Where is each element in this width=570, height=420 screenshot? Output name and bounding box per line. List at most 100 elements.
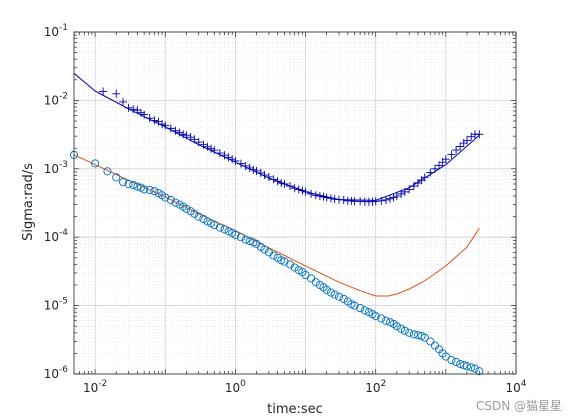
data-point-plus [224, 153, 233, 162]
series-line-2 [73, 154, 480, 297]
data-point-plus [249, 165, 258, 174]
data-point-plus [405, 185, 414, 194]
data-point-plus [245, 163, 254, 172]
y-axis-label: Sigma:rad/s [21, 163, 36, 241]
data-point-circle [385, 318, 395, 327]
y-tick-label: 10-2 [44, 91, 68, 107]
data-point-plus [269, 175, 278, 184]
data-point-plus [475, 130, 484, 139]
data-point-circle [161, 193, 170, 202]
data-point-plus [140, 110, 149, 119]
data-point-circle [215, 223, 224, 232]
data-point-plus [207, 144, 216, 153]
data-point-plus [435, 161, 444, 170]
data-point-circle [166, 195, 175, 205]
data-point-plus [220, 151, 229, 160]
data-point-plus [161, 121, 170, 130]
data-point-plus [252, 166, 261, 175]
data-point-plus [166, 124, 175, 133]
data-point-circle [129, 180, 138, 190]
data-point-circle [377, 314, 386, 323]
data-point-plus [260, 171, 269, 180]
data-point-circle [241, 235, 250, 244]
data-point-circle [400, 326, 409, 335]
data-point-plus [175, 128, 184, 137]
y-tick-label: 10-4 [44, 228, 69, 244]
data-point-plus [256, 168, 265, 177]
y-tick-label: 10-5 [44, 297, 68, 313]
data-point-circle [194, 212, 203, 221]
data-point-plus [386, 194, 395, 203]
plot-area: 10-2 100 102 104 10-6 10-5 10-4 10-3 10-2 10-1 [44, 23, 527, 395]
data-point-plus [186, 133, 195, 142]
data-point-circle [413, 331, 422, 340]
data-point-circle [133, 182, 142, 191]
data-point-circle [467, 363, 476, 372]
data-point-circle [190, 209, 199, 218]
data-point-plus [228, 155, 237, 164]
plot-background [74, 32, 516, 374]
data-point-plus [426, 168, 435, 177]
watermark: CSDN @猫星星 [475, 399, 562, 413]
y-tick-label: 10-1 [44, 23, 68, 39]
data-point-circle [145, 185, 154, 195]
data-point-plus [119, 97, 128, 106]
data-point-plus [319, 192, 328, 201]
data-point-plus [311, 191, 320, 200]
data-point-circle [350, 301, 359, 310]
data-point-circle [334, 292, 344, 301]
data-point-plus [447, 150, 456, 159]
data-point-plus [182, 131, 191, 140]
data-point-plus [285, 182, 294, 191]
data-point-circle [420, 333, 429, 342]
data-point-circle [220, 225, 229, 234]
y-tick-label: 10-3 [44, 160, 68, 176]
data-point-circle [405, 328, 414, 337]
data-point-circle [409, 330, 418, 339]
data-point-circle [124, 179, 133, 189]
data-point-circle [269, 251, 278, 260]
data-point-plus [456, 142, 465, 151]
data-point-circle [118, 178, 128, 187]
data-point-plus [99, 87, 108, 96]
data-point-circle [290, 263, 299, 272]
data-point-plus [129, 105, 138, 114]
data-point-plus [339, 195, 348, 204]
data-point-plus [462, 136, 471, 145]
data-point-plus [194, 138, 203, 147]
data-point-circle [103, 167, 112, 176]
data-point-plus [381, 195, 390, 204]
data-point-circle [260, 245, 269, 254]
data-point-circle [330, 290, 339, 299]
data-point-circle [397, 324, 406, 333]
data-point-circle [426, 337, 435, 346]
data-point-plus [322, 193, 331, 202]
x-tick-label: 102 [365, 379, 386, 395]
data-point-plus [203, 142, 212, 151]
x-tick-label: 10-2 [83, 379, 107, 395]
data-point-plus [392, 192, 401, 201]
data-point-circle [470, 364, 480, 373]
data-point-plus [171, 126, 180, 135]
data-point-circle [112, 173, 121, 182]
data-point-circle [311, 278, 320, 287]
data-point-circle [371, 312, 380, 321]
data-point-plus [400, 187, 409, 196]
data-point-plus [409, 182, 418, 191]
data-point-plus [277, 179, 286, 187]
data-point-plus [241, 161, 250, 170]
data-point-plus [315, 192, 324, 201]
data-point-plus [112, 89, 121, 98]
data-point-circle [236, 233, 246, 242]
data-point-circle [322, 285, 331, 294]
data-point-plus [273, 177, 282, 186]
data-point-plus [389, 193, 398, 202]
data-point-plus [124, 103, 133, 112]
data-point-plus [452, 146, 461, 155]
data-point-plus [441, 155, 450, 164]
x-axis-label: time:sec [267, 402, 323, 417]
data-point-plus [397, 189, 406, 198]
data-point-plus [215, 149, 224, 158]
data-point-circle [199, 214, 208, 223]
